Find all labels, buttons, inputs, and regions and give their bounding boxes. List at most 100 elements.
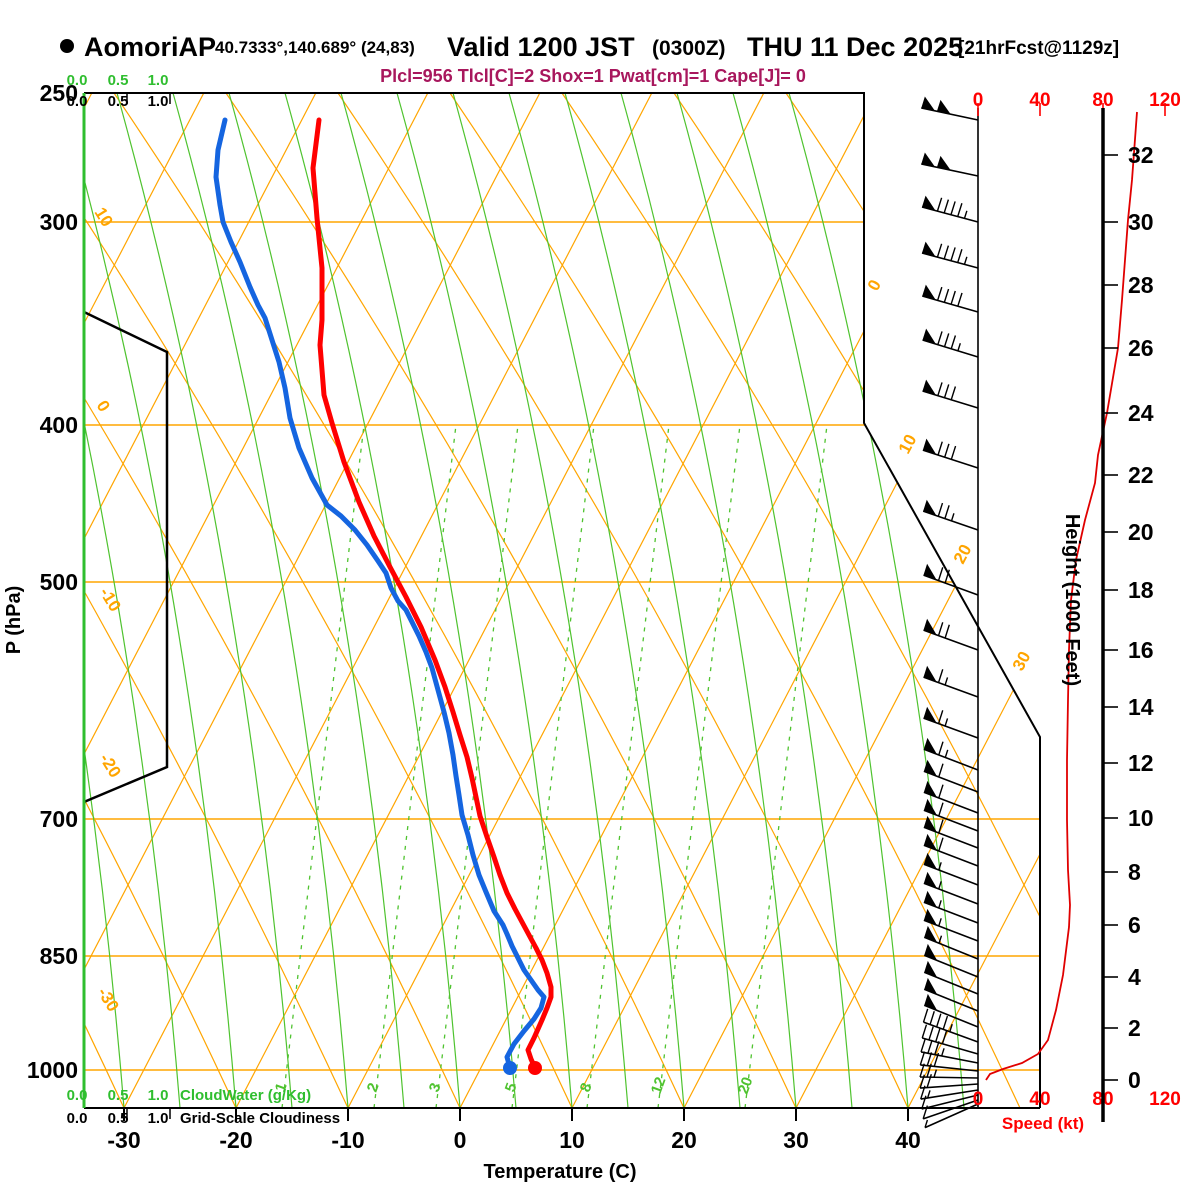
isotherm-line: [123, 93, 653, 1108]
plot-border: [83, 92, 1041, 1121]
valid-time-utc: (0300Z): [652, 37, 726, 60]
wind-barb-full: [920, 1038, 926, 1053]
moist-adiabat-line: [172, 93, 349, 1108]
wind-barb-half: [957, 343, 961, 352]
wind-barb-pennant: [923, 908, 937, 926]
stability-params: Plcl=956 Tlcl[C]=2 Shox=1 Pwat[cm]=1 Cap…: [380, 66, 806, 86]
wind-barb-full: [957, 292, 963, 307]
wind-barb-staff: [923, 971, 979, 995]
wind-barb: [923, 852, 979, 886]
wind-barb-staff: [923, 770, 979, 793]
wind-barb-half: [944, 749, 949, 758]
wind-barb-full: [957, 249, 963, 263]
speed-tick-label-top: 120: [1149, 90, 1181, 111]
wind-barb-full: [937, 622, 944, 636]
temperature-tick-label: 20: [671, 1127, 697, 1153]
wind-barb-staff: [922, 295, 979, 313]
height-tick-label: 0: [1128, 1067, 1141, 1093]
wind-barb: [923, 618, 979, 651]
wind-barb: [924, 1103, 979, 1129]
dewpoint-surface-dot: [503, 1061, 517, 1075]
wind-barb: [922, 379, 979, 409]
cloudwater-scale-value-top: 1.0: [148, 72, 169, 89]
wind-barb: [923, 737, 979, 771]
station-name: AomoriAP: [84, 32, 216, 62]
wind-barb-staff: [922, 510, 979, 531]
wind-barb-half: [938, 881, 942, 890]
wind-barb-column: [919, 96, 979, 1129]
wind-barb-full: [943, 199, 950, 214]
wind-barb-full: [920, 1085, 926, 1100]
moist-adiabat-line: [620, 93, 797, 1108]
wind-barb-staff: [923, 574, 979, 596]
height-tick-label: 12: [1128, 750, 1154, 776]
isotherm-label: 10: [895, 431, 921, 457]
cloudiness-scale-value-bottom: 1.0: [148, 1110, 169, 1127]
wind-barb: [923, 665, 979, 698]
pressure-tick-label: 250: [40, 80, 78, 106]
wind-barb-staff: [923, 629, 979, 651]
wind-barb-staff: [923, 809, 979, 832]
dry-adiabat-line: [84, 93, 461, 1108]
dry-adiabat-label: 10: [91, 204, 117, 230]
speed-tick-label-top: 0: [973, 90, 984, 111]
wind-barb: [923, 977, 979, 1012]
wind-barb-full: [938, 837, 944, 852]
wind-barb-full: [943, 288, 950, 303]
dry-adiabat-line: [84, 93, 349, 1108]
height-tick-label: 20: [1128, 519, 1154, 545]
axis-titles: P (hPa) Temperature (C) Height (1000 Fee…: [3, 514, 1084, 1183]
wind-barb: [923, 925, 979, 960]
wind-barb-pennant: [923, 780, 937, 798]
wind-barb-half: [926, 1090, 931, 1099]
cloudwater-scale-value-top: 0.0: [67, 72, 88, 89]
isotherm-line: [84, 93, 317, 1108]
dry-adiabat-line: [113, 93, 685, 1108]
wind-barb-half: [950, 513, 955, 522]
temperature-tick-label: 30: [783, 1127, 809, 1153]
wind-barb: [922, 328, 979, 358]
temperature-curve: [310, 117, 554, 1071]
wind-barb-half: [941, 1048, 945, 1057]
wind-barb-pennant: [921, 96, 935, 111]
wind-barb-pennant: [923, 833, 937, 851]
wind-barb-staff: [923, 844, 979, 867]
moist-adiabat-line: [116, 93, 293, 1108]
wind-barb-full: [950, 386, 957, 401]
pressure-axis-title: P (hPa): [3, 586, 25, 655]
wind-barb-pennant: [923, 759, 937, 777]
isotherm-line: [907, 93, 1040, 1108]
wind-barb-full: [950, 335, 957, 350]
wind-barb-full: [922, 1008, 929, 1023]
wind-barb-full: [922, 1105, 929, 1120]
dry-adiabat-line: [449, 93, 1021, 1108]
height-tick-label: 26: [1128, 335, 1154, 361]
height-tick-label: 2: [1128, 1015, 1141, 1041]
wind-barb-full: [936, 243, 943, 258]
wind-barb-pennant: [923, 815, 937, 833]
wind-speed-profile-line: [985, 111, 1138, 1081]
wind-barb-staff: [923, 676, 979, 698]
mixing-ratio-line: [586, 424, 670, 1108]
wind-barb-full: [938, 784, 944, 799]
wind-barb-half: [944, 718, 949, 727]
wind-barb: [923, 993, 979, 1028]
wind-barb: [923, 943, 979, 978]
wind-barb: [922, 284, 979, 313]
wind-barb-full: [950, 247, 956, 261]
wind-barb-full: [936, 286, 943, 301]
cloud-profiles: [82, 93, 169, 1108]
moist-adiabat-line: [284, 93, 461, 1108]
pressure-tick-label: 300: [40, 209, 78, 235]
speed-tick-label-bottom: 120: [1149, 1089, 1181, 1110]
wind-barb: [921, 96, 979, 121]
wind-barb-pennant: [923, 871, 937, 889]
wind-barb-full: [936, 197, 943, 212]
cloudiness-scale-value-bottom: 0.5: [108, 1110, 129, 1127]
wind-barb-half: [938, 935, 943, 944]
temperature-tick-label: -20: [219, 1127, 252, 1153]
wind-barb-full: [919, 1051, 926, 1066]
height-tick-label: 14: [1128, 694, 1154, 720]
pressure-tick-label: 400: [40, 412, 78, 438]
station-coords: 40.7333°,140.689° (24,83): [215, 38, 415, 57]
